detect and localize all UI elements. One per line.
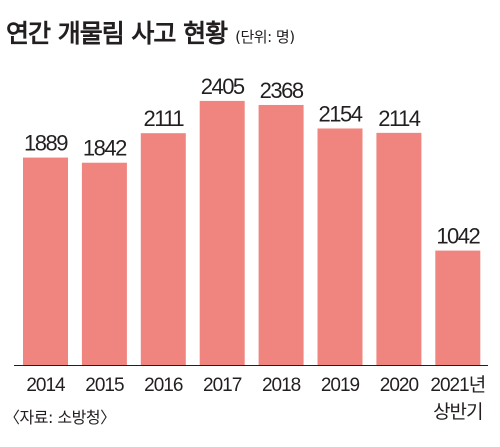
- bar-7: [435, 250, 481, 365]
- data-label-3: 2405: [201, 74, 245, 99]
- bar-0: [23, 157, 68, 365]
- unit-note: (단위: 명): [235, 28, 295, 46]
- bar-4: [258, 104, 304, 365]
- x-tick-label-7-line-1: 상반기: [433, 401, 482, 423]
- bar-1: [81, 162, 127, 365]
- data-label-6: 2114: [378, 106, 421, 131]
- x-tick-label-7-line-0: 2021년: [430, 374, 485, 396]
- x-tick-label-3: 2017: [203, 375, 242, 396]
- bar-5: [317, 128, 363, 365]
- data-label-1: 1842: [83, 136, 127, 161]
- bar-2: [140, 133, 186, 365]
- title-row: 연간 개물림 사고 현황 (단위: 명): [6, 14, 295, 50]
- data-label-7: 1042: [436, 224, 480, 249]
- data-label-5: 2154: [319, 101, 363, 126]
- x-tick-label-4: 2018: [262, 375, 301, 396]
- x-tick-label-0: 2014: [26, 375, 66, 396]
- x-tick-label-1: 2015: [85, 375, 124, 396]
- data-label-2: 2111: [143, 106, 184, 131]
- bar-6: [376, 132, 422, 365]
- source-note: 〈자료: 소방청〉: [4, 408, 116, 427]
- bar-3: [199, 100, 245, 365]
- x-tick-label-2: 2016: [144, 375, 183, 396]
- x-tick-label-5: 2019: [321, 375, 360, 396]
- data-label-4: 2368: [260, 78, 304, 103]
- data-label-0: 1889: [24, 131, 68, 156]
- x-tick-label-6: 2020: [380, 375, 419, 396]
- chart-title: 연간 개물림 사고 현황: [6, 19, 228, 48]
